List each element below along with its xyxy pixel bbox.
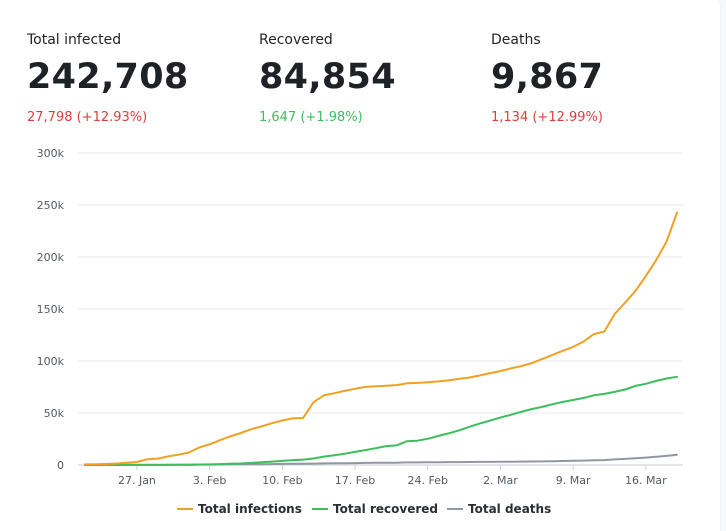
stat-deaths: Deaths 9,867 1,134 (+12.99%) xyxy=(491,30,603,127)
stat-change: 1,647 (+1.98%) xyxy=(259,110,363,125)
y-tick-label: 100k xyxy=(37,355,65,368)
series-line-total-infections xyxy=(84,211,678,466)
x-tick-label: 24. Feb xyxy=(408,474,448,487)
stat-recovered: Recovered 84,854 1,647 (+1.98%) xyxy=(259,30,396,127)
stat-label: Recovered xyxy=(259,32,333,48)
legend-label: Total infections xyxy=(198,502,302,516)
y-tick-label: 0 xyxy=(57,459,64,472)
x-tick-label: 2. Mar xyxy=(483,474,518,487)
x-tick-label: 9. Mar xyxy=(556,474,591,487)
y-tick-label: 200k xyxy=(37,251,65,264)
stat-value: 9,867 xyxy=(491,57,604,97)
y-tick-label: 300k xyxy=(37,147,65,160)
x-tick-label: 16. Mar xyxy=(625,474,667,487)
chart-svg: 0 50k 100k 150k 200k 250k 300k 27. Jan 3. Feb 10.… xyxy=(37,147,683,516)
legend-label: Total deaths xyxy=(468,502,551,516)
stat-value: 242,708 xyxy=(27,57,189,97)
series-line-total-recovered xyxy=(84,375,678,466)
stat-total-infected: Total infected 242,708 27,798 (+12.93%) xyxy=(27,30,189,127)
x-tick-label: 17. Feb xyxy=(335,474,375,487)
y-tick-label: 150k xyxy=(37,303,65,316)
y-tick-label: 250k xyxy=(37,199,65,212)
y-tick-label: 50k xyxy=(44,407,65,420)
stat-value: 84,854 xyxy=(259,57,396,97)
x-tick-label: 3. Feb xyxy=(193,474,226,487)
stat-label: Deaths xyxy=(491,32,541,48)
stat-change: 1,134 (+12.99%) xyxy=(491,110,603,125)
x-tick-label: 10. Feb xyxy=(262,474,302,487)
stat-change: 27,798 (+12.93%) xyxy=(27,110,148,125)
legend-label: Total recovered xyxy=(333,502,438,516)
stat-label: Total infected xyxy=(27,32,122,48)
line-chart: 0 50k 100k 150k 200k 250k 300k 27. Jan 3. Feb 10.… xyxy=(0,140,720,531)
x-tick-label: 27. Jan xyxy=(118,474,156,487)
